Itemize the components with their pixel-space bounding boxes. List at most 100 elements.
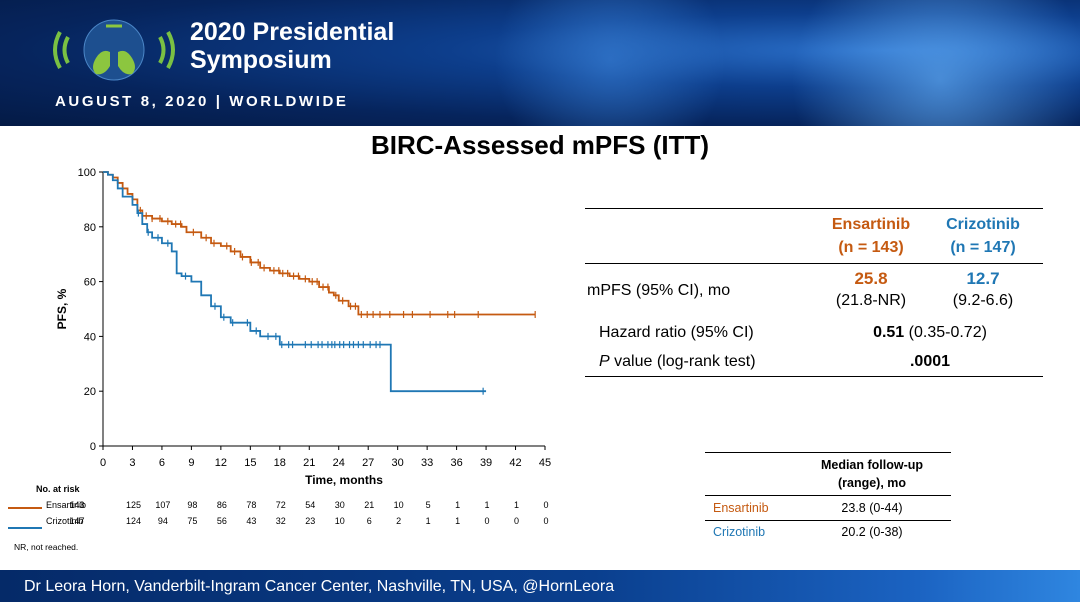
- y-tick-label: 60: [84, 277, 96, 289]
- y-tick-label: 20: [84, 386, 96, 398]
- x-tick-label: 27: [362, 457, 374, 469]
- col1-n: (n = 143): [838, 239, 904, 256]
- symposium-date: AUGUST 8, 2020 | WORLDWIDE: [55, 93, 349, 110]
- x-tick-label: 0: [100, 457, 106, 469]
- risk-value: 107: [155, 500, 170, 510]
- risk-value: 94: [158, 516, 168, 526]
- x-tick-label: 30: [392, 457, 404, 469]
- followup-table: Median follow-up (range), mo Ensartinib …: [705, 452, 951, 546]
- followup-row-crizotinib-value: 20.2 (0-38): [841, 525, 903, 539]
- hr-ci: (0.35-0.72): [908, 324, 987, 341]
- risk-value: 0: [514, 516, 519, 526]
- col1-name: Ensartinib: [831, 216, 911, 233]
- y-tick-label: 80: [84, 222, 96, 234]
- series-line-crizotinib: [103, 171, 487, 393]
- risk-value: 75: [187, 516, 197, 526]
- series-line-ensartinib: [103, 171, 536, 316]
- x-tick-label: 33: [421, 457, 433, 469]
- col2-name: Crizotinib: [946, 216, 1020, 233]
- risk-value: 98: [187, 500, 197, 510]
- results-table: Ensartinib (n = 143) Crizotinib (n = 147…: [585, 208, 1043, 378]
- mpfs-ensartinib: 25.8: [854, 269, 888, 288]
- followup-header-rule: [705, 495, 951, 496]
- x-tick-label: 42: [509, 457, 521, 469]
- risk-value: 0: [543, 500, 548, 510]
- risk-value: 32: [276, 516, 286, 526]
- km-chart: 0 3 6 9 12 15 18 21 24 27 30 33 36 39 42 45020406080100…: [8, 167, 551, 552]
- p-label-rest: value (log-rank test): [614, 353, 756, 370]
- x-axis-label: Time, months: [305, 473, 383, 487]
- risk-value: 43: [246, 516, 256, 526]
- hr-value-number: 0.51: [873, 324, 905, 341]
- mpfs-crizotinib-ci: (9.2-6.6): [952, 292, 1014, 309]
- risk-value: 6: [367, 516, 372, 526]
- results-table-bottom-rule: [585, 376, 1043, 377]
- risk-value: 143: [69, 500, 84, 510]
- risk-value: 78: [246, 500, 256, 510]
- lung-globe-logo-icon: [53, 19, 175, 81]
- p-value: .0001: [909, 353, 951, 370]
- slide-title: BIRC-Assessed mPFS (ITT): [370, 130, 710, 160]
- risk-row-label: Crizotinib: [46, 516, 84, 526]
- risk-value: 54: [305, 500, 315, 510]
- hr-label: Hazard ratio (95% CI): [599, 324, 754, 341]
- followup-row-ensartinib-name: Ensartinib: [713, 501, 769, 515]
- risk-value: 0: [485, 516, 490, 526]
- footer-presenter: Dr Leora Horn, Vanderbilt-Ingram Cancer …: [24, 578, 615, 595]
- x-tick-label: 24: [333, 457, 345, 469]
- x-tick-label: 9: [188, 457, 194, 469]
- risk-value: 10: [394, 500, 404, 510]
- followup-top-rule: [705, 452, 951, 453]
- mpfs-ensartinib-ci: (21.8-NR): [835, 292, 907, 309]
- risk-value: 124: [126, 516, 141, 526]
- header-banner: 2020 Presidential Symposium AUGUST 8, 20…: [0, 0, 1080, 126]
- chart-footnote: NR, not reached.: [14, 542, 78, 552]
- symposium-title-line1: 2020 Presidential: [190, 18, 395, 46]
- followup-mid-rule: [705, 520, 951, 521]
- risk-value: 21: [364, 500, 374, 510]
- x-tick-label: 36: [450, 457, 462, 469]
- risk-value: 125: [126, 500, 141, 510]
- x-tick-label: 18: [274, 457, 286, 469]
- results-table-top-rule: [585, 208, 1043, 209]
- mpfs-crizotinib: 12.7: [966, 269, 1000, 288]
- y-axis-label: PFS, %: [55, 288, 69, 329]
- followup-header-line2: (range), mo: [837, 476, 907, 490]
- risk-value: 1: [514, 500, 519, 510]
- x-tick-label: 21: [303, 457, 315, 469]
- risk-value: 1: [455, 516, 460, 526]
- risk-value: 30: [335, 500, 345, 510]
- x-tick-label: 12: [215, 457, 227, 469]
- x-tick-label: 39: [480, 457, 492, 469]
- risk-table-title: No. at risk: [36, 484, 81, 494]
- risk-value: 86: [217, 500, 227, 510]
- y-tick-label: 0: [90, 441, 96, 453]
- y-tick-label: 40: [84, 331, 96, 343]
- hr-value: 0.51 (0.35-0.72): [835, 324, 1025, 342]
- risk-row-label: Ensartinib: [46, 500, 86, 510]
- symposium-title-line2: Symposium: [190, 46, 332, 74]
- risk-value: 1: [426, 516, 431, 526]
- risk-value: 2: [396, 516, 401, 526]
- mpfs-label: mPFS (95% CI), mo: [587, 282, 731, 299]
- risk-value: 23: [305, 516, 315, 526]
- risk-value: 0: [543, 516, 548, 526]
- followup-header-line1: Median follow-up: [820, 458, 924, 472]
- risk-value: 56: [217, 516, 227, 526]
- risk-value: 1: [455, 500, 460, 510]
- y-tick-label: 100: [78, 167, 96, 179]
- p-label-italic: P: [599, 353, 610, 370]
- footer-bar: [0, 570, 1080, 602]
- risk-value: 10: [335, 516, 345, 526]
- risk-value: 1: [485, 500, 490, 510]
- x-tick-label: 45: [539, 457, 551, 469]
- col2-n: (n = 147): [950, 239, 1016, 256]
- x-tick-label: 15: [244, 457, 256, 469]
- x-tick-label: 6: [159, 457, 165, 469]
- risk-value: 5: [426, 500, 431, 510]
- followup-row-crizotinib-name: Crizotinib: [713, 525, 766, 539]
- results-table-header-rule: [585, 263, 1043, 264]
- x-tick-label: 3: [129, 457, 135, 469]
- followup-row-ensartinib-value: 23.8 (0-44): [841, 501, 903, 515]
- p-label: P value (log-rank test): [599, 353, 756, 371]
